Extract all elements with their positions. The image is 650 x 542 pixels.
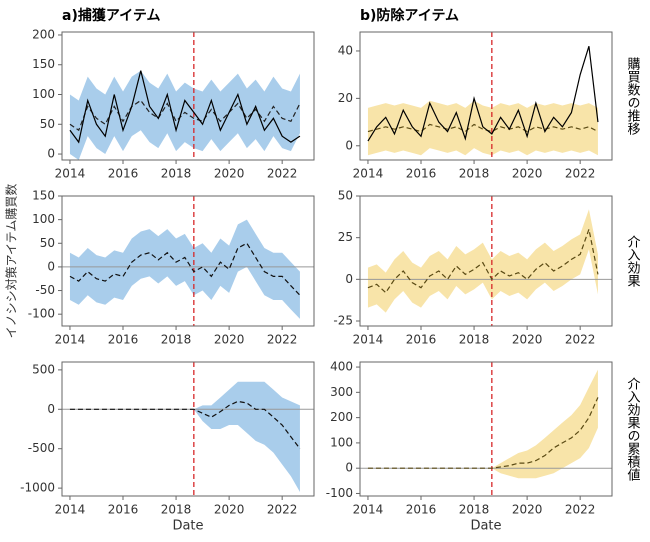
series-line — [367, 397, 599, 469]
y-tick-label: 40 — [338, 43, 353, 57]
y-tick-label: 50 — [40, 117, 55, 131]
y-tick-label: 0 — [47, 259, 55, 273]
series-line — [69, 70, 301, 144]
x-tick-label: 2018 — [161, 503, 192, 517]
x-tick-label: 2022 — [267, 333, 298, 347]
y-tick-label: -100 — [326, 486, 353, 500]
x-tick-label: 2016 — [406, 503, 437, 517]
y-tick-label: 20 — [338, 91, 353, 105]
y-tick-label: 0 — [47, 147, 55, 161]
x-tick-label: 2014 — [353, 167, 384, 181]
plot-frame — [61, 361, 315, 497]
x-tick-label: 2020 — [512, 167, 543, 181]
confidence-band — [69, 381, 300, 493]
x-tick-label: 2014 — [55, 503, 86, 517]
y-tick-label: 200 — [32, 27, 55, 41]
x-tick-label: 2020 — [512, 333, 543, 347]
plot-frame — [359, 361, 613, 497]
confidence-band — [367, 369, 598, 479]
y-tick-label: 500 — [32, 362, 55, 376]
series-line — [69, 400, 301, 450]
y-tick-label: 200 — [330, 410, 353, 424]
y-tick-label: 0 — [345, 272, 353, 286]
x-tick-label: 2016 — [406, 333, 437, 347]
plot-frame — [359, 31, 613, 161]
confidence-band — [367, 209, 598, 313]
x-tick-label: 2014 — [353, 503, 384, 517]
x-tick-label: 2018 — [459, 333, 490, 347]
x-tick-label: 2022 — [267, 167, 298, 181]
y-tick-label: 0 — [345, 461, 353, 475]
row-label: 購買数の推移 — [625, 57, 641, 135]
x-tick-label: 2016 — [108, 333, 139, 347]
y-tick-label: -500 — [28, 441, 55, 455]
series-line — [367, 227, 599, 294]
x-tick-label: 2020 — [512, 503, 543, 517]
x-tick-label: 2014 — [55, 167, 86, 181]
y-tick-label: 150 — [32, 57, 55, 71]
panel-title: a)捕獲アイテム — [62, 7, 160, 24]
x-tick-label: 2018 — [459, 503, 490, 517]
y-tick-label: 0 — [345, 138, 353, 152]
x-tick-label: 2020 — [214, 333, 245, 347]
y-tick-label: 100 — [32, 212, 55, 226]
plot-frame — [61, 195, 315, 327]
plot-frame — [359, 195, 613, 327]
y-tick-label: 400 — [330, 360, 353, 374]
x-axis-label: Date — [172, 519, 203, 534]
x-tick-label: 2016 — [406, 167, 437, 181]
y-tick-label: 50 — [338, 189, 353, 203]
x-tick-label: 2014 — [353, 333, 384, 347]
y-tick-label: 50 — [40, 236, 55, 250]
x-tick-label: 2016 — [108, 167, 139, 181]
y-tick-label: 300 — [330, 385, 353, 399]
confidence-band — [69, 70, 300, 160]
x-tick-label: 2016 — [108, 503, 139, 517]
confidence-band — [367, 100, 598, 156]
confidence-band — [69, 219, 300, 319]
y-tick-label: -25 — [333, 314, 353, 328]
x-tick-label: 2020 — [214, 503, 245, 517]
y-tick-label: 100 — [32, 87, 55, 101]
panel-title: b)防除アイテム — [360, 7, 459, 24]
y-tick-label: -1000 — [20, 481, 55, 495]
x-tick-label: 2018 — [459, 167, 490, 181]
y-tick-label: 150 — [32, 189, 55, 203]
x-axis-label: Date — [470, 519, 501, 534]
x-tick-label: 2018 — [161, 167, 192, 181]
y-tick-label: 25 — [338, 230, 353, 244]
y-tick-label: 100 — [330, 435, 353, 449]
x-tick-label: 2022 — [267, 503, 298, 517]
series-line — [69, 99, 301, 132]
x-tick-label: 2020 — [214, 167, 245, 181]
y-axis-label: イノシシ対策アイテム購買数 — [4, 184, 19, 339]
x-tick-label: 2022 — [565, 167, 596, 181]
x-tick-label: 2014 — [55, 333, 86, 347]
series-line — [69, 242, 301, 296]
plot-frame — [61, 31, 315, 161]
row-label: 介入効果の累積値 — [625, 377, 641, 481]
x-tick-label: 2022 — [565, 333, 596, 347]
x-tick-label: 2018 — [161, 333, 192, 347]
x-tick-label: 2022 — [565, 503, 596, 517]
y-tick-label: -50 — [35, 283, 55, 297]
row-label: 介入効果 — [625, 235, 641, 287]
y-tick-label: 0 — [47, 402, 55, 416]
series-line — [367, 46, 599, 142]
y-tick-label: -100 — [28, 307, 55, 321]
